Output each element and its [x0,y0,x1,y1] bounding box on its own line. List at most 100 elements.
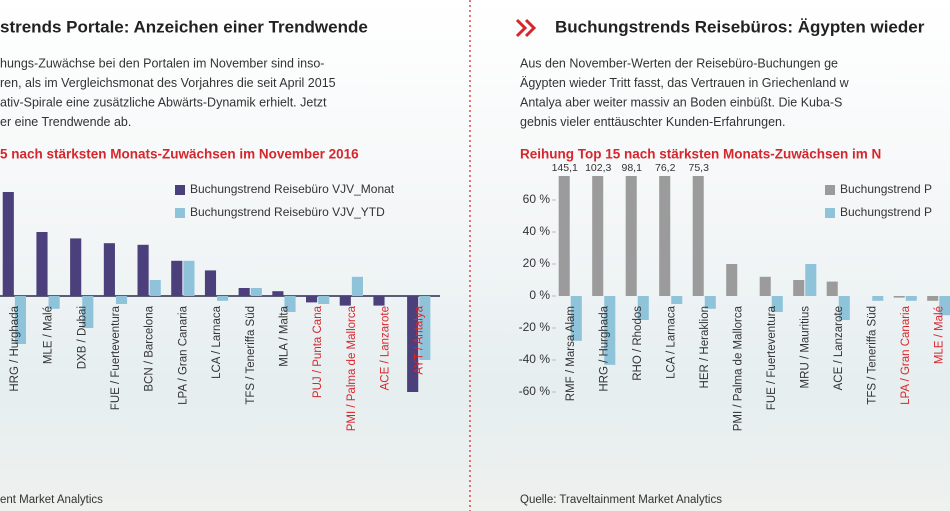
bar [570,296,582,341]
x-tick-label: LPA / Gran Canaria [900,305,912,404]
bar [558,176,570,297]
source: ent Market Analytics [0,494,103,506]
x-tick-label: MRU / Mauritius [799,306,811,389]
bar [137,244,149,296]
y-tick-label: 0 % [529,288,550,302]
bar [183,260,195,296]
bar [103,243,115,296]
bar [339,296,351,306]
x-tick-label: MLE / Malé [43,306,55,364]
bar [171,260,183,296]
bar [48,296,60,309]
value-label: 145,1 [552,162,578,174]
plot [2,192,431,392]
chart-title: Buchungstrends Reisebüros: Ägypten wiede… [555,17,925,36]
bar [351,276,363,296]
subtitle: Reihung Top 15 nach stärksten Monats-Zuw… [520,147,881,162]
icon-arrows [515,18,537,38]
x-tick-label: PMI / Palma de Mallorca [346,305,358,431]
value-label: 98,1 [622,162,643,174]
legend-label: Buchungstrend P [840,182,932,196]
bar [659,176,671,296]
x-tick-label: LCA / Larnaca [211,305,223,378]
intro-line: ativ-Spirale eine zusätzliche Abwärts-Dy… [0,95,327,109]
intro-line: Ägypten wieder Tritt fasst, das Vertraue… [520,76,850,90]
x-tick-label: LPA / Gran Canaria [177,305,189,404]
bar [793,280,805,296]
bar [637,296,649,320]
intro-line: er eine Trendwende ab. [0,115,131,129]
value-label: 102,3 [585,162,611,174]
x-tick-label: RHO / Rhodos [632,306,644,381]
x-tick-label: PUJ / Punta Cana [312,305,324,398]
bar [704,296,716,309]
x-tick-label: PMI / Palma de Mallorca [732,305,744,431]
bar [872,296,884,301]
bar [36,232,48,296]
bar [115,296,128,304]
bar [625,176,637,296]
value-label: 76,2 [655,162,676,174]
intro-line: Aus den November-Werten der Reisebüro-Bu… [520,56,838,70]
bar [2,192,14,296]
x-tick-label: FUE / Fuerteventura [766,305,778,410]
y-tick-label: 60 % [523,192,551,206]
legend-swatch [825,208,835,218]
x-tick-label: AYT / Antalya [413,305,425,374]
bar [826,281,838,296]
legend-swatch [175,208,185,218]
bar [238,288,250,296]
intro-line: hungs-Zuwächse bei den Portalen im Novem… [0,56,324,70]
bar [250,288,262,296]
x-tick-label: DXB / Dubai [76,306,88,369]
bar [373,296,385,306]
y-tick-label: 40 % [523,224,551,238]
bar [604,296,616,365]
y-tick-label: -60 % [519,384,551,398]
x-tick-label: FUE / Fuerteventura [110,305,122,410]
bar [284,296,296,312]
bar [905,296,917,301]
bar [419,296,431,360]
x-tick-label: ACE / Lanzarote [833,306,845,390]
intro-line: ren, als im Vergleichsmonat des Vorjahre… [0,76,336,90]
intro-line: gebnis vieler enttäuschter Kunden-Erfahr… [520,115,785,129]
legend-label: Buchungstrend Reisebüro VJV_Monat [190,182,395,196]
bar [692,176,704,296]
bar [318,296,330,304]
x-tick-label: LCA / Larnaca [665,305,677,378]
legend-swatch [175,185,185,195]
source: Quelle: Traveltainment Market Analytics [520,494,722,506]
plot [558,176,950,365]
x-tick-label: TFS / Teneriffa Süd [245,306,257,405]
bar [149,280,161,296]
x-tick-label: HRG / Hurghada [598,305,610,391]
legend-label: Buchungstrend P [840,205,932,219]
bar [726,264,738,296]
bar [306,296,318,303]
value-label: 75,3 [689,162,710,174]
x-tick-label: TFS / Teneriffa Süd [866,306,878,405]
bar [204,270,217,296]
bar [939,296,950,316]
x-tick-label: MLA / Malta [278,305,290,366]
y-tick-label: -20 % [519,320,551,334]
x-tick-label: RMF / Marsa Alam [565,306,577,401]
bar [759,276,771,296]
y-tick-label: 20 % [523,256,551,270]
bar [82,296,94,328]
x-tick-label: HER / Heraklion [699,306,711,388]
bar [592,176,604,296]
bar [927,296,939,301]
subtitle: 5 nach stärksten Monats-Zuwächsen im Nov… [0,147,359,162]
bar [671,296,683,304]
intro-line: Antalya aber weiter massiv an Boden einb… [520,95,842,109]
bar [838,296,850,320]
bar [14,296,26,344]
bar [805,264,817,296]
x-tick-label: ACE / Lanzarote [380,306,392,390]
x-tick-label: MLE / Malé [933,306,945,364]
